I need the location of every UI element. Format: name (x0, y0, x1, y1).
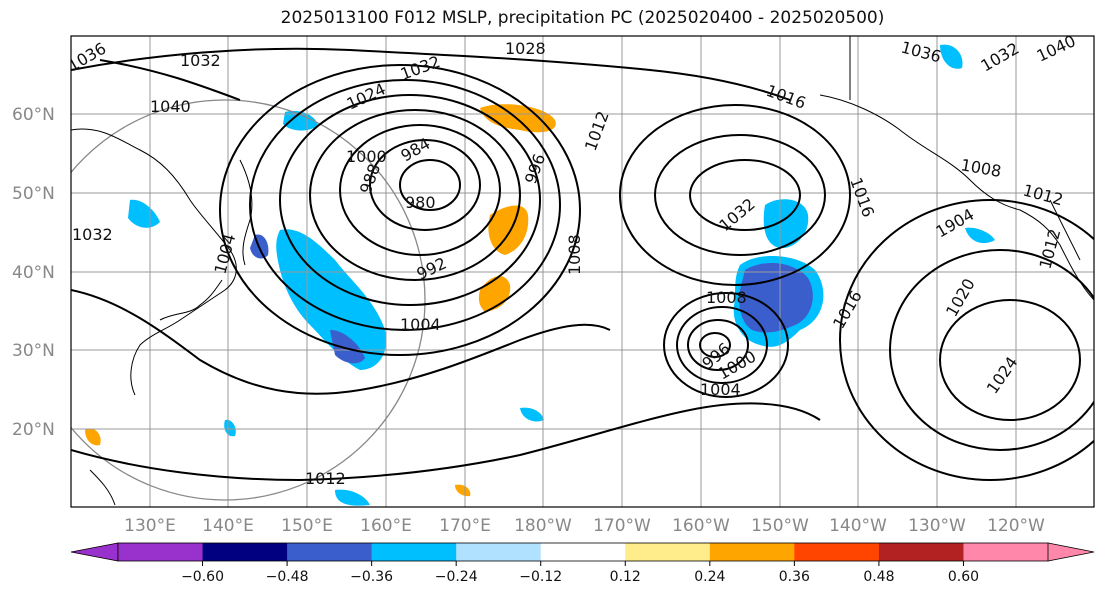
isobar-label: 1032 (180, 51, 221, 70)
colorbar-swatch (963, 543, 1049, 561)
lon-label: 160°E (360, 516, 412, 536)
isobars (71, 47, 1094, 482)
colorbar-swatch (878, 543, 964, 561)
lon-label: 150°E (281, 516, 333, 536)
lat-label: 20°N (12, 420, 55, 440)
reference-circle (71, 99, 426, 501)
lat-label: 40°N (12, 263, 55, 283)
plot-frame (70, 35, 1095, 508)
isobar-label: 1000 (346, 147, 387, 166)
colorbar-swatch (371, 543, 457, 561)
precip-shading (85, 44, 995, 506)
isobar-label: 1004 (400, 315, 441, 334)
isobar-label: 1040 (150, 97, 191, 116)
map-title: 2025013100 F012 MSLP, precipitation PC (… (280, 8, 885, 28)
lon-label: 180°W (514, 516, 572, 536)
isobar-label: 1032 (72, 225, 113, 244)
graticule (71, 36, 1094, 507)
colorbar-tick-label: −0.60 (181, 569, 224, 585)
colorbar-tick-label: 0.12 (610, 569, 641, 585)
lon-label: 120°W (987, 516, 1045, 536)
colorbar-tick-label: 0.48 (863, 569, 894, 585)
lon-label: 140°E (202, 516, 254, 536)
colorbar: −0.60 −0.48 −0.36 −0.24 −0.12 0.12 0.24 0.36 0.4… (70, 542, 1095, 585)
colorbar-extend-low (70, 542, 119, 562)
colorbar-tick-label: −0.48 (266, 569, 309, 585)
colorbar-extend-high (1047, 542, 1095, 562)
colorbar-swatch (202, 543, 288, 561)
lon-label: 130°E (124, 516, 176, 536)
isobar-label: 980 (405, 193, 436, 212)
longitude-labels: 130°E 140°E 150°E 160°E 170°E 180°W 170°… (124, 516, 1045, 536)
isobar-label: 1008 (565, 234, 584, 275)
colorbar-swatch (625, 543, 711, 561)
lat-label: 50°N (12, 184, 55, 204)
lon-label: 170°E (439, 516, 491, 536)
lat-label: 60°N (12, 105, 55, 125)
lon-label: 160°W (672, 516, 730, 536)
colorbar-tick-label: 0.24 (694, 569, 725, 585)
isobar-label: 1028 (505, 39, 546, 58)
colorbar-tick-label: −0.36 (350, 569, 393, 585)
colorbar-tick-label: 0.60 (948, 569, 979, 585)
lon-label: 140°W (829, 516, 887, 536)
colorbar-swatch (794, 543, 880, 561)
colorbar-tick-label: −0.12 (519, 569, 562, 585)
colorbar-frame (117, 542, 1049, 562)
lon-label: 130°W (908, 516, 966, 536)
colorbar-swatch (287, 543, 373, 561)
colorbar-tick-label: −0.24 (435, 569, 478, 585)
lat-label: 30°N (12, 341, 55, 361)
colorbar-swatch (709, 543, 795, 561)
isobar-label: 1004 (700, 380, 741, 399)
lon-label: 170°W (593, 516, 651, 536)
lon-label: 150°W (751, 516, 809, 536)
colorbar-tick-label: 0.36 (779, 569, 810, 585)
coastlines (71, 36, 1094, 506)
colorbar-swatch (456, 543, 542, 561)
colorbar-swatch (118, 543, 204, 561)
isobar-label: 1008 (706, 288, 747, 307)
colorbar-swatch (540, 543, 626, 561)
isobar-label: 1012 (305, 469, 346, 488)
latitude-labels: 60°N 50°N 40°N 30°N 20°N (12, 105, 55, 440)
